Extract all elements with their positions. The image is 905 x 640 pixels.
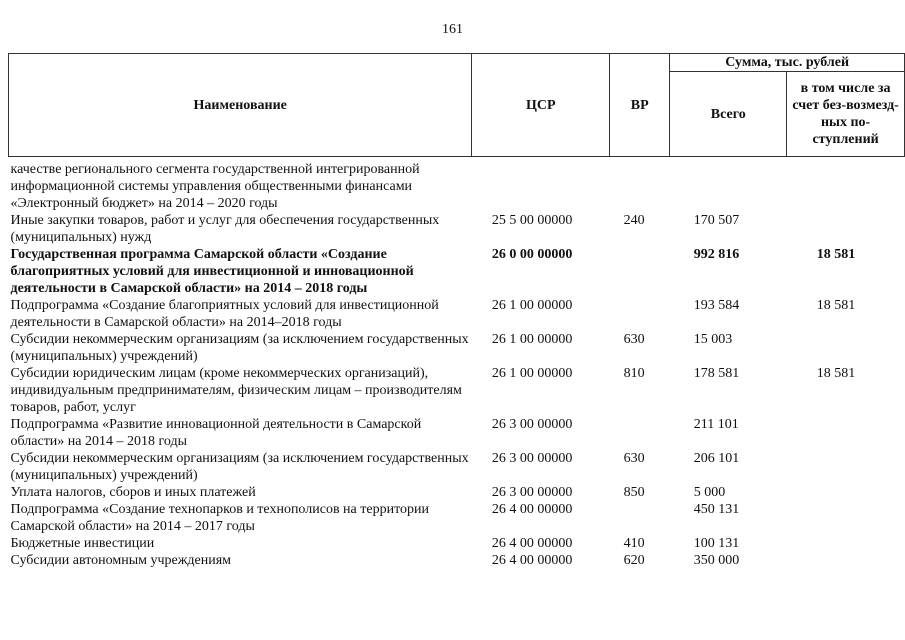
row-csr: 26 3 00 00000 [491,451,573,466]
row-total [670,157,787,213]
row-vr: 630 [623,332,645,347]
row-csr: 26 1 00 00000 [491,332,573,347]
table-body: качестве регионального сегмента государс… [9,157,905,570]
row-vr: 410 [623,536,645,551]
row-name: Подпрограмма «Создание благоприятных усл… [10,298,439,330]
row-incl [787,535,905,552]
row-vr [610,501,670,535]
row-incl [787,501,905,535]
row-vr [610,246,670,297]
row-incl [787,157,905,213]
row-csr [472,157,610,213]
row-total: 178 581 [693,366,740,381]
row-incl: 18 581 [816,298,856,313]
table-row: Государственная программа Самарской обла… [9,246,905,297]
row-name: Подпрограмма «Создание технопарков и тех… [10,502,430,534]
row-name: Субсидии автономным учреждениям [10,553,232,568]
row-name: Государственная программа Самарской обла… [10,247,414,296]
row-csr: 26 1 00 00000 [491,366,573,381]
row-vr [610,297,670,331]
header-vr: ВР [609,53,671,157]
row-csr: 26 3 00 00000 [491,485,573,500]
row-total: 15 003 [693,332,733,347]
row-incl [787,331,905,365]
row-name: Субсидии юридическим лицам (кроме некомм… [10,366,462,415]
table-row: Субсидии некоммерческим организациям (за… [9,331,905,365]
row-csr: 25 5 00 00000 [491,213,573,228]
header-csr: ЦСР [471,53,611,157]
row-csr: 26 3 00 00000 [491,417,573,432]
table-row: Бюджетные инвестиции 26 4 00 00000 410 100 … [9,535,905,552]
table-row: Подпрограмма «Развитие инновационной дея… [9,416,905,450]
row-incl [787,416,905,450]
row-vr: 850 [623,485,645,500]
row-total: 992 816 [693,247,740,262]
row-incl [787,212,905,246]
row-name: Субсидии некоммерческим организациям (за… [10,332,469,364]
header-sum-group: Сумма, тыс. рублей [669,53,905,72]
row-total: 211 101 [693,417,739,432]
table-row: Субсидии автономным учреждениям 26 4 00 0… [9,552,905,569]
table-row: Подпрограмма «Создание технопарков и тех… [9,501,905,535]
row-csr: 26 4 00 00000 [491,502,573,517]
row-total: 170 507 [693,213,740,228]
row-total: 100 131 [693,536,740,551]
table-row: качестве регионального сегмента государс… [9,157,905,213]
row-csr: 26 4 00 00000 [491,553,573,568]
row-name: Подпрограмма «Развитие инновационной дея… [10,417,422,449]
row-incl [787,552,905,569]
row-vr [610,157,670,213]
row-incl [787,484,905,501]
row-name: качестве регионального сегмента государс… [10,162,420,211]
page-number: 161 [442,22,463,37]
row-incl: 18 581 [816,247,856,262]
row-csr: 26 0 00 00000 [491,247,573,262]
row-name: Субсидии некоммерческим организациям (за… [10,451,469,483]
row-vr: 810 [623,366,645,381]
row-incl: 18 581 [816,366,856,381]
row-vr: 630 [623,451,645,466]
table-row: Субсидии некоммерческим организациям (за… [9,450,905,484]
row-total: 193 584 [693,298,740,313]
table-row: Субсидии юридическим лицам (кроме некомм… [9,365,905,416]
row-csr: 26 4 00 00000 [491,536,573,551]
row-vr: 240 [623,213,645,228]
row-csr: 26 1 00 00000 [491,298,573,313]
header-name: Наименование [7,53,473,157]
row-incl [787,450,905,484]
header-total: Всего [669,71,788,157]
header-incl: в том числе за счет без-возмезд-ных по-с… [786,71,905,157]
table-row: Уплата налогов, сборов и иных платежей 26… [9,484,905,501]
row-vr [610,416,670,450]
row-vr: 620 [623,553,645,568]
row-name: Бюджетные инвестиции [10,536,155,551]
row-total: 350 000 [693,553,740,568]
row-total: 206 101 [693,451,740,466]
row-total: 450 131 [693,502,740,517]
table-row: Иные закупки товаров, работ и услуг для … [9,212,905,246]
table-row: Подпрограмма «Создание благоприятных усл… [9,297,905,331]
row-name: Уплата налогов, сборов и иных платежей [10,485,256,500]
row-name: Иные закупки товаров, работ и услуг для … [10,213,440,245]
budget-table: Наименование ЦСР ВР Сумма, тыс. рублей В… [7,53,905,570]
row-total: 5 000 [693,485,726,500]
